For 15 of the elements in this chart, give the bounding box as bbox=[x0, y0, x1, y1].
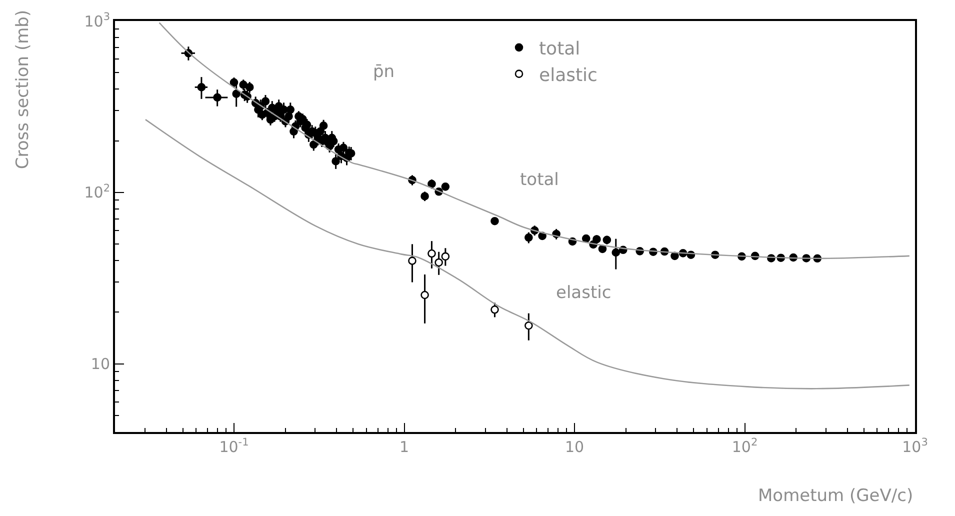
legend-label: total bbox=[539, 38, 580, 60]
annotation: p̄n bbox=[373, 62, 395, 82]
x-tick-label: 10$^{3}$ bbox=[902, 436, 928, 456]
y-tick-label: 10 bbox=[90, 355, 110, 374]
x-tick-label: 1 bbox=[399, 438, 410, 456]
y-tick-label: 10$^{2}$ bbox=[84, 182, 110, 202]
x-tick-label: 10$^{2}$ bbox=[732, 436, 758, 456]
y-tick-label: 10$^{3}$ bbox=[84, 10, 110, 30]
x-tick-label: 10 bbox=[564, 438, 584, 456]
x-tick-label: 10$^{-1}$ bbox=[219, 436, 249, 456]
y-axis-title: Cross section (mb) bbox=[12, 10, 33, 170]
x-axis-title: Mometum (GeV/c) bbox=[758, 486, 914, 506]
legend-label: elastic bbox=[539, 64, 598, 86]
annotation: total bbox=[520, 170, 559, 190]
annotation: elastic bbox=[556, 283, 612, 303]
